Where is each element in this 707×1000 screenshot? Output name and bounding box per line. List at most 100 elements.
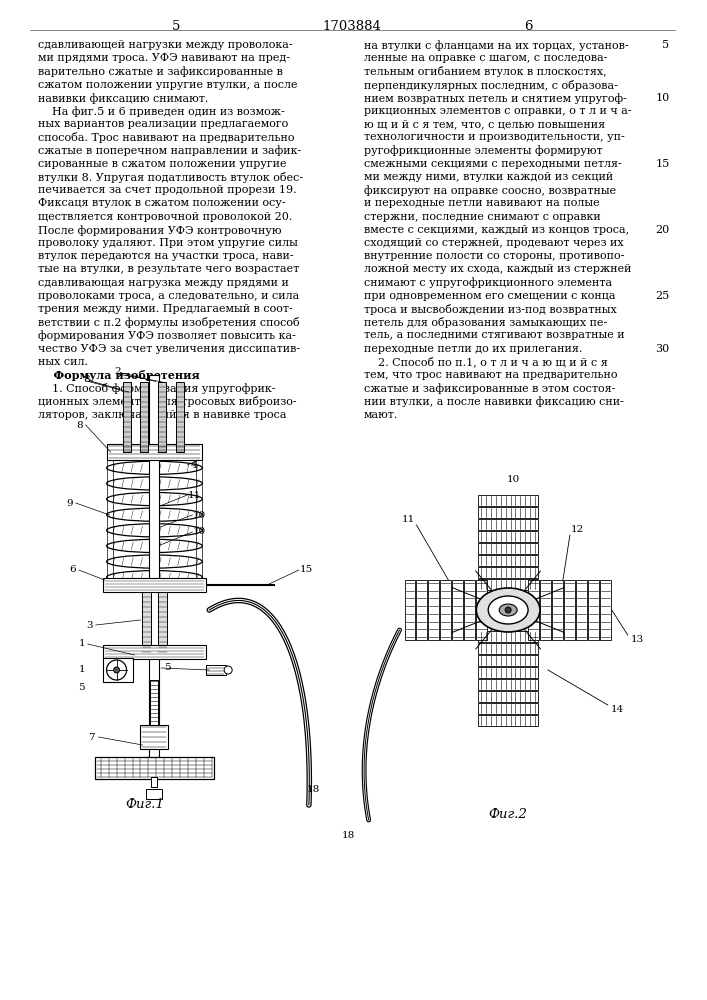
Text: 1: 1	[78, 666, 85, 674]
Bar	[141, 725, 168, 749]
Bar	[477, 580, 487, 640]
Text: 3: 3	[86, 620, 93, 630]
Text: чество УФЭ за счет увеличения диссипатив-: чество УФЭ за счет увеличения диссипатив…	[38, 344, 300, 354]
Text: 9: 9	[66, 498, 73, 508]
Bar	[95, 757, 214, 779]
Text: на втулки с фланцами на их торцах, установ-: на втулки с фланцами на их торцах, устан…	[363, 40, 629, 51]
Ellipse shape	[499, 604, 517, 616]
Text: формирования УФЭ позволяет повысить ка-: формирования УФЭ позволяет повысить ка-	[38, 330, 296, 341]
Text: 5: 5	[662, 40, 670, 50]
Bar	[478, 519, 538, 530]
Text: втулки 8. Упругая податливость втулок обес-: втулки 8. Упругая податливость втулок об…	[38, 172, 303, 183]
Text: и переходные петли навивают на полые: и переходные петли навивают на полые	[363, 198, 600, 208]
Text: ционных элементов для тросовых виброизо-: ционных элементов для тросовых виброизо-	[38, 396, 296, 407]
Text: смежными секциями с переходными петля-: смежными секциями с переходными петля-	[363, 159, 621, 169]
Bar	[478, 507, 538, 518]
Text: 10: 10	[506, 475, 520, 484]
Text: 8: 8	[76, 420, 83, 430]
Text: ругофрикционные элементы формируют: ругофрикционные элементы формируют	[363, 146, 602, 156]
Text: Фиг.2: Фиг.2	[489, 808, 527, 822]
Text: ляторов, заключающийся в навивке троса: ляторов, заключающийся в навивке троса	[38, 410, 286, 420]
Bar	[416, 580, 428, 640]
Bar	[588, 580, 599, 640]
Text: тель, а последними стягивают возвратные и: тель, а последними стягивают возвратные …	[363, 330, 624, 340]
Text: 10: 10	[192, 528, 206, 536]
Text: сжатом положении упругие втулки, а после: сжатом положении упругие втулки, а после	[38, 80, 298, 90]
Bar	[151, 777, 158, 787]
Text: тем, что трос навивают на предварительно: тем, что трос навивают на предварительно	[363, 370, 617, 380]
Bar	[478, 643, 538, 654]
Text: 8: 8	[83, 375, 90, 384]
Text: 7: 7	[88, 732, 95, 742]
Text: 11: 11	[187, 490, 201, 499]
Text: 4: 4	[191, 460, 197, 470]
Bar	[478, 715, 538, 726]
Circle shape	[114, 667, 119, 673]
Text: 5: 5	[78, 684, 85, 692]
Bar	[478, 655, 538, 666]
Text: ных сил.: ных сил.	[38, 357, 88, 367]
Text: втулок передаются на участки троса, нави-: втулок передаются на участки троса, нави…	[38, 251, 293, 261]
Text: внутренние полости со стороны, противопо-: внутренние полости со стороны, противопо…	[363, 251, 624, 261]
Bar	[478, 691, 538, 702]
Bar	[478, 667, 538, 678]
Text: 5: 5	[173, 20, 180, 33]
Text: 10: 10	[655, 93, 670, 103]
Bar	[141, 382, 148, 452]
Text: тые на втулки, в результате чего возрастает: тые на втулки, в результате чего возраст…	[38, 264, 299, 274]
Text: нии втулки, а после навивки фиксацию сни-: нии втулки, а после навивки фиксацию сни…	[363, 396, 624, 407]
Text: проволоку удаляют. При этом упругие силы: проволоку удаляют. При этом упругие силы	[38, 238, 298, 248]
Bar	[452, 580, 463, 640]
Text: ных вариантов реализации предлагаемого: ных вариантов реализации предлагаемого	[38, 119, 288, 129]
Text: стержни, последние снимают с оправки: стержни, последние снимают с оправки	[363, 212, 600, 222]
Bar	[478, 679, 538, 690]
Text: перпендикулярных последним, с образова-: перпендикулярных последним, с образова-	[363, 80, 617, 91]
Bar	[564, 580, 575, 640]
Bar	[552, 580, 563, 640]
Text: 20: 20	[655, 225, 670, 235]
Text: вместе с секциями, каждый из концов троса,: вместе с секциями, каждый из концов трос…	[363, 225, 629, 235]
Text: ю щ и й с я тем, что, с целью повышения: ю щ и й с я тем, что, с целью повышения	[363, 119, 604, 129]
Text: 15: 15	[655, 159, 670, 169]
Text: сированные в сжатом положении упругие: сированные в сжатом положении упругие	[38, 159, 286, 169]
Text: 11: 11	[402, 516, 415, 524]
Text: 1703884: 1703884	[322, 20, 381, 33]
Circle shape	[107, 660, 127, 680]
Bar	[478, 555, 538, 566]
Text: 14: 14	[611, 706, 624, 714]
Bar	[600, 580, 611, 640]
Bar	[206, 665, 226, 675]
Text: 30: 30	[655, 344, 670, 354]
Bar	[478, 531, 538, 542]
Text: ми между ними, втулки каждой из секций: ми между ними, втулки каждой из секций	[363, 172, 613, 182]
Bar	[103, 658, 132, 682]
Bar	[158, 382, 166, 452]
Bar	[478, 495, 538, 506]
Text: фиксируют на оправке соосно, возвратные: фиксируют на оправке соосно, возвратные	[363, 185, 616, 196]
Bar	[151, 680, 158, 725]
Bar	[478, 631, 538, 642]
Bar	[149, 375, 159, 770]
Bar	[478, 579, 538, 590]
Bar	[528, 580, 539, 640]
Text: сдавливающей нагрузки между проволока-: сдавливающей нагрузки между проволока-	[38, 40, 293, 50]
Text: проволоками троса, а следовательно, и сила: проволоками троса, а следовательно, и си…	[38, 291, 299, 301]
Text: навивки фиксацию снимают.: навивки фиксацию снимают.	[38, 93, 209, 104]
Bar	[146, 789, 163, 799]
Bar	[158, 592, 168, 652]
Text: троса и высвобождении из-под возвратных: троса и высвобождении из-под возвратных	[363, 304, 617, 315]
Text: 6: 6	[69, 566, 76, 574]
Text: 5: 5	[164, 664, 170, 672]
Ellipse shape	[477, 588, 540, 632]
Bar	[428, 580, 439, 640]
Text: тельным огибанием втулок в плоскостях,: тельным огибанием втулок в плоскостях,	[363, 66, 607, 77]
Text: На фиг.5 и 6 приведен один из возмож-: На фиг.5 и 6 приведен один из возмож-	[38, 106, 285, 117]
Bar	[103, 645, 206, 659]
Text: сдавливающая нагрузка между прядями и: сдавливающая нагрузка между прядями и	[38, 278, 288, 288]
Bar	[464, 580, 475, 640]
Text: сжатые в поперечном направлении и зафик-: сжатые в поперечном направлении и зафик-	[38, 146, 301, 156]
Bar	[107, 444, 202, 460]
Text: мают.: мают.	[363, 410, 398, 420]
Text: сходящий со стержней, продевают через их: сходящий со стержней, продевают через их	[363, 238, 624, 248]
Text: ществляется контровочной проволокой 20.: ществляется контровочной проволокой 20.	[38, 212, 292, 222]
